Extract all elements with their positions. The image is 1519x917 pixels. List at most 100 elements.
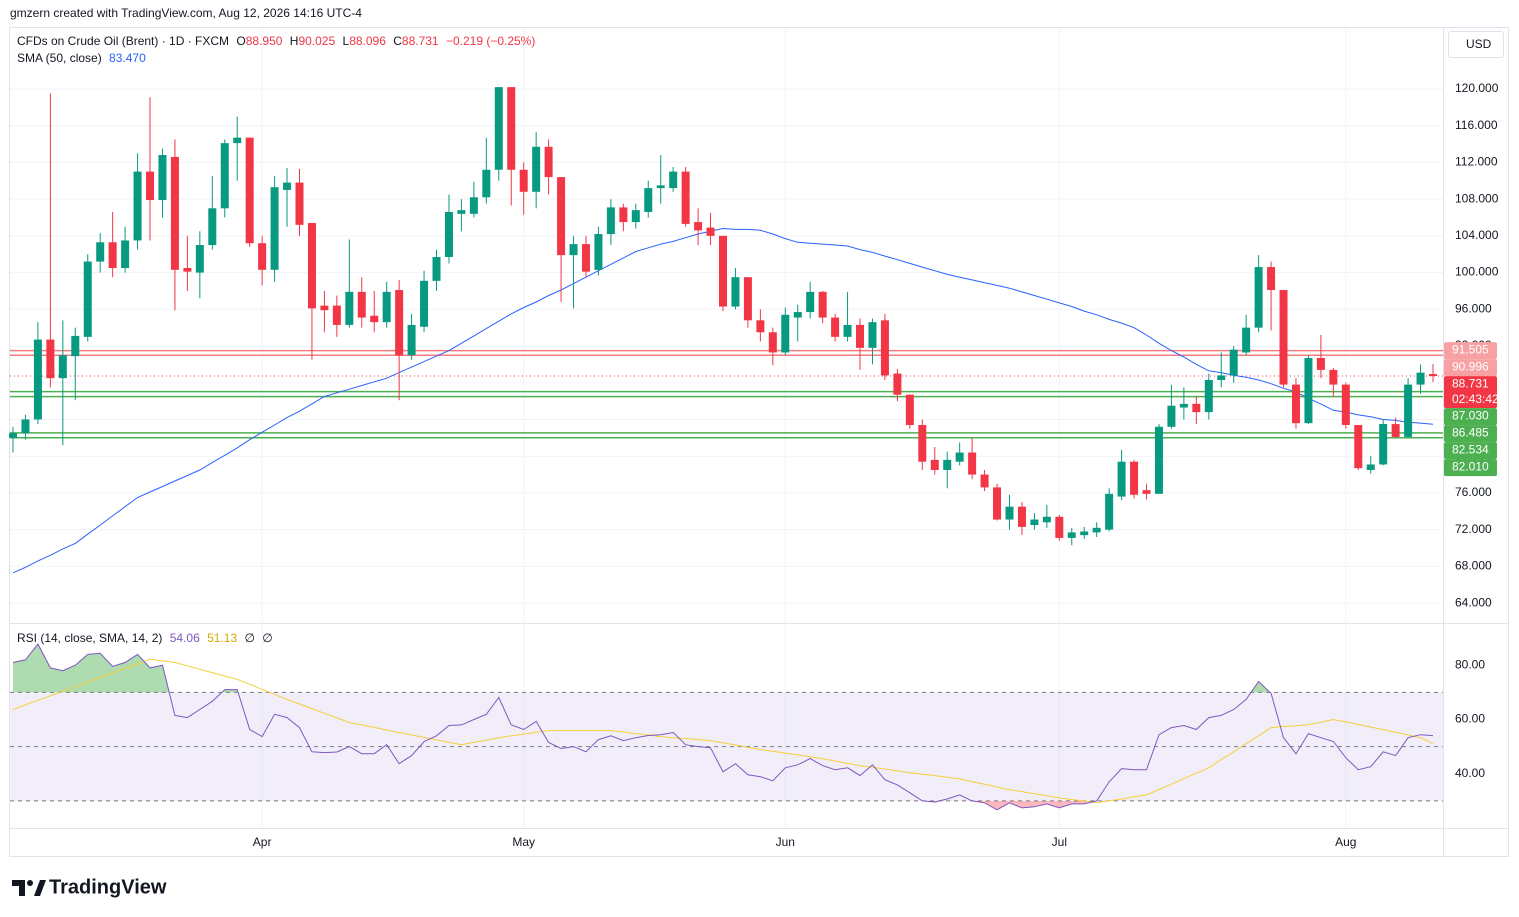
candle-body: [843, 324, 852, 337]
candle-body: [993, 487, 1002, 520]
candle-body: [1117, 461, 1126, 497]
candle-body: [781, 314, 790, 353]
candle-body: [1354, 424, 1363, 469]
level-box: [1444, 359, 1497, 377]
candle-body: [245, 137, 254, 244]
candle-body: [1154, 426, 1163, 494]
ohlc-value: 88.096: [349, 34, 386, 48]
ohlc-value: 88.950: [246, 34, 283, 48]
ohlc-key: O: [236, 34, 245, 48]
sma-line: [12, 227, 1434, 574]
candle-body: [706, 227, 715, 236]
candle-body: [731, 277, 740, 307]
candle-body: [569, 244, 578, 256]
candle-body: [1030, 519, 1039, 526]
candle-body: [220, 143, 229, 209]
overbought-fill: [13, 644, 1271, 693]
rsi-title: RSI (14, close, SMA, 14, 2): [17, 631, 162, 645]
candle-body: [1229, 349, 1238, 376]
rsi-line: [12, 643, 1434, 811]
level-box: [1444, 408, 1497, 426]
rsi-extra: ∅: [262, 631, 272, 645]
candle-body: [719, 235, 727, 307]
candle-body: [108, 242, 117, 268]
candle-body: [594, 234, 603, 270]
candle-body: [905, 394, 914, 425]
candle-body: [1316, 357, 1325, 370]
oversold-fill: [922, 800, 1097, 810]
axes: 64.00068.00072.00076.00080.00084.00088.0…: [253, 81, 1499, 849]
frame: [9, 27, 1509, 857]
candle-body: [1404, 384, 1413, 437]
candle-body: [669, 171, 678, 189]
brand: TradingView: [49, 876, 167, 898]
candle-body: [743, 277, 752, 321]
last-price-box: [1444, 376, 1497, 409]
change: −0.219 (−0.25%): [446, 34, 535, 48]
rsi-sma-value: 51.13: [207, 631, 237, 645]
countdown: 02:43:42: [1452, 392, 1499, 406]
candle-body: [382, 291, 391, 323]
candle-body: [370, 315, 379, 323]
candle-body: [1055, 516, 1064, 538]
candle-body: [1192, 403, 1201, 413]
candle-body: [1067, 532, 1076, 538]
candle-body: [1291, 384, 1300, 424]
candle-body: [631, 210, 640, 223]
candle-body: [880, 320, 889, 376]
candle-body: [1341, 384, 1350, 425]
y-tick-label: 72.000: [1455, 522, 1492, 536]
x-tick-label: May: [512, 835, 535, 849]
candle-body: [507, 87, 516, 170]
currency-button[interactable]: [1448, 31, 1504, 58]
candle-body: [818, 291, 827, 318]
candle-body: [1080, 531, 1089, 536]
candle-body: [1279, 290, 1288, 385]
y-tick-label: 116.000: [1455, 118, 1498, 132]
candle-body: [469, 197, 478, 214]
candle-body: [494, 87, 503, 170]
candle-body: [968, 452, 977, 475]
candle-body: [146, 171, 155, 201]
level-label: 87.030: [1452, 409, 1489, 423]
candle-body: [170, 156, 179, 270]
candle-body: [756, 320, 765, 333]
rsi-extra: ∅: [244, 631, 254, 645]
candle-body: [619, 207, 628, 223]
candle-body: [1379, 424, 1388, 465]
candle-body: [1242, 327, 1251, 353]
candle-body: [482, 169, 491, 198]
symbol: CFDs on Crude Oil (Brent) · 1D · FXCM: [17, 34, 229, 48]
watermark: gmzern created with TradingView.com, Aug…: [10, 6, 362, 20]
candle-body: [681, 171, 690, 224]
candle-body: [158, 155, 167, 201]
brand-logo: TradingView: [12, 876, 167, 898]
rsi-legend: RSI (14, close, SMA, 14, 2) 54.06 51.13 …: [17, 631, 273, 645]
ohlc-key: C: [393, 34, 402, 48]
level-label: 82.010: [1452, 460, 1489, 474]
x-tick-label: Jun: [776, 835, 795, 849]
ohlc-value: 88.731: [402, 34, 439, 48]
ohlc-value: 90.025: [298, 34, 335, 48]
candle-body: [58, 355, 67, 379]
level-box: [1444, 459, 1497, 477]
candle-body: [1105, 493, 1114, 530]
candle-body: [83, 261, 92, 337]
candle-body: [96, 242, 105, 262]
candle-body: [544, 146, 553, 178]
rsi-pane: [10, 643, 1443, 811]
candle-body: [606, 207, 615, 235]
candle-body: [444, 211, 453, 257]
logo-icon: [27, 880, 33, 886]
candle-body: [532, 146, 541, 192]
candle-body: [831, 317, 840, 337]
x-tick-label: Apr: [253, 835, 272, 849]
candle-body: [1142, 490, 1151, 494]
currency[interactable]: USD: [1466, 37, 1492, 51]
candle-body: [208, 208, 217, 246]
y-tick-label: 104.000: [1455, 228, 1499, 242]
candle-body: [1329, 369, 1338, 385]
rsi-value: 54.06: [170, 631, 200, 645]
candle-body: [420, 280, 429, 327]
y-tick-label: 80.00: [1455, 657, 1485, 671]
